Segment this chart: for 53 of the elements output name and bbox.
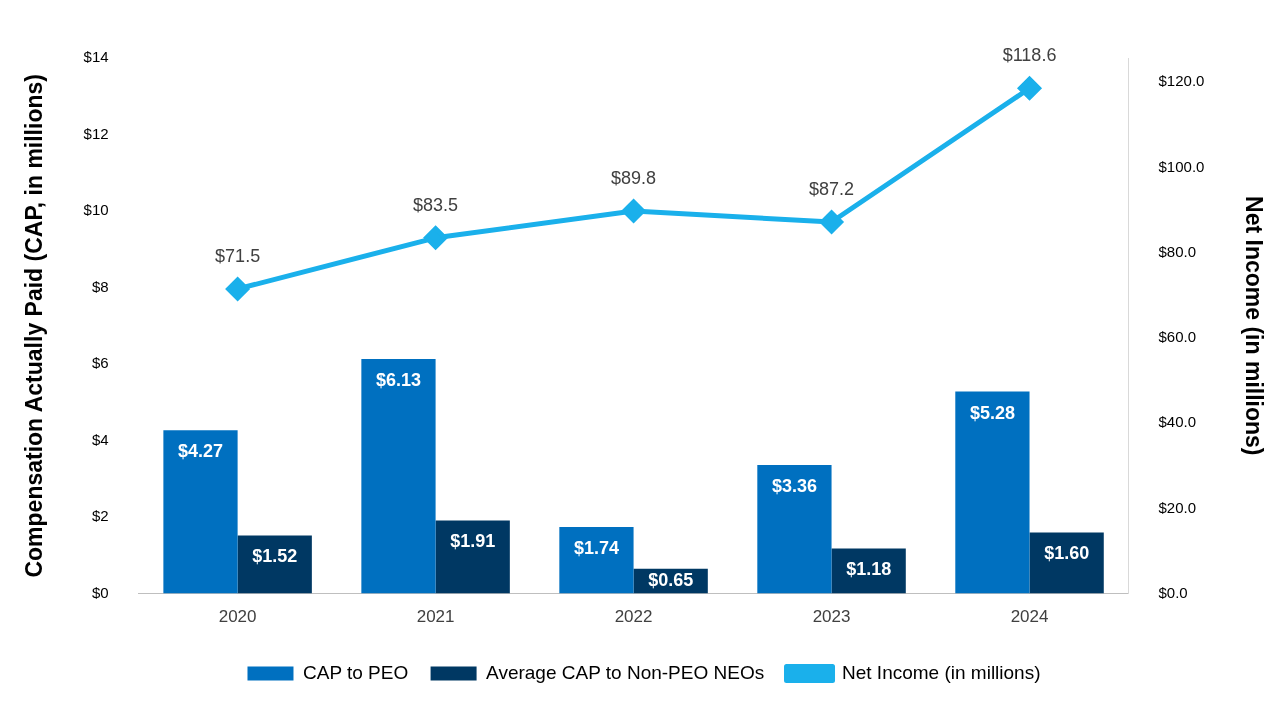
data-label: $1.74 — [573, 538, 619, 558]
point — [622, 199, 646, 223]
legend-label: CAP to PEO — [302, 661, 409, 683]
y-tick-label: $6 — [91, 354, 109, 372]
bar — [757, 465, 832, 594]
y2-tick-label: $20.0 — [1158, 498, 1197, 516]
data-label: $1.18 — [846, 559, 892, 580]
y-axis-title: Compensation Actually Paid (CAP, in millions) — [21, 74, 48, 578]
y2-tick-label: $120.0 — [1158, 72, 1205, 90]
y2-tick-label: $60.0 — [1158, 328, 1197, 346]
data-label: $4.27 — [177, 441, 224, 462]
data-label: $1.60 — [1044, 543, 1090, 564]
x-tick-label: 2022 — [614, 607, 653, 627]
y-tick-label: $8 — [91, 277, 109, 295]
data-label: $3.36 — [771, 476, 817, 497]
bar — [559, 527, 634, 594]
point — [226, 277, 250, 301]
point — [424, 226, 448, 250]
data-label: $6.13 — [375, 370, 421, 391]
x-tick-label: 2020 — [218, 607, 257, 627]
y-tick-label: $2 — [91, 507, 109, 525]
y2-tick-label: $100.0 — [1158, 157, 1205, 175]
y2-axis-title: Net Income (in millions) — [1240, 196, 1267, 456]
legend-label: Average CAP to Non-PEO NEOs — [486, 661, 765, 683]
data-label: $0.65 — [648, 570, 694, 591]
data-label: $83.5 — [413, 194, 459, 215]
bar — [237, 535, 312, 594]
y2-tick-label: $0.0 — [1158, 583, 1188, 601]
bar — [163, 430, 238, 594]
x-tick-label: 2021 — [416, 607, 455, 627]
y-tick-label: $4 — [91, 430, 109, 448]
data-label: $71.5 — [215, 245, 261, 266]
bar — [1029, 532, 1104, 594]
y-tick-label: $12 — [83, 124, 109, 142]
bar — [955, 391, 1030, 594]
x-tick-label: 2024 — [1010, 607, 1049, 627]
point — [1018, 76, 1042, 100]
x-tick-label: 2023 — [812, 607, 851, 627]
y-tick-label: $14 — [83, 48, 109, 66]
legend-label: Net Income (in millions) — [842, 661, 1041, 683]
point — [820, 210, 844, 234]
data-label: $87.2 — [809, 179, 855, 200]
data-label: $89.8 — [611, 167, 657, 188]
data-label: $1.91 — [450, 531, 496, 552]
bar — [435, 520, 510, 594]
data-label: $118.6 — [1002, 45, 1057, 66]
data-label: $5.28 — [969, 402, 1015, 423]
bar — [361, 359, 436, 594]
y-tick-label: $10 — [83, 201, 109, 219]
data-label: $1.52 — [252, 546, 298, 567]
y2-tick-label: $40.0 — [1158, 413, 1197, 431]
y-tick-label: $0 — [91, 583, 109, 601]
y2-tick-label: $80.0 — [1158, 242, 1197, 260]
